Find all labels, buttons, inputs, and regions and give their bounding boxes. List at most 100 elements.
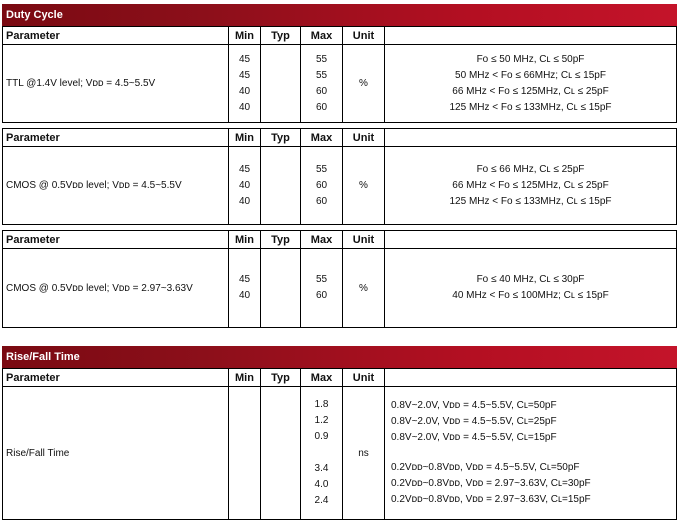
min-cell bbox=[228, 386, 261, 520]
duty-cycle-table: Parameter Min Typ Max Unit CMOS @ 0.5Vᴅᴅ… bbox=[2, 230, 677, 328]
duty-cycle-section-title: Duty Cycle bbox=[2, 4, 677, 26]
rise-fall-table: Parameter Min Typ Max Unit Rise/Fall Tim… bbox=[2, 368, 677, 520]
header-row: Parameter Min Typ Max Unit bbox=[2, 368, 677, 387]
min-value: 40 bbox=[238, 290, 251, 301]
min-value: 40 bbox=[238, 179, 251, 191]
max-value: 60 bbox=[315, 85, 328, 97]
max-value: 60 bbox=[315, 195, 328, 207]
condition: 40 MHz < Fo ≤ 100MHz; Cʟ ≤ 15pF bbox=[452, 290, 609, 301]
header-parameter: Parameter bbox=[2, 128, 229, 147]
header-max: Max bbox=[300, 368, 343, 387]
parameter-cell: CMOS @ 0.5Vᴅᴅ level; Vᴅᴅ = 2.97~3.63V bbox=[2, 248, 229, 328]
header-parameter: Parameter bbox=[2, 230, 229, 249]
condition: Fo ≤ 66 MHz, Cʟ ≤ 25pF bbox=[476, 163, 585, 175]
condition: 0.2Vᴅᴅ~0.8Vᴅᴅ, Vᴅᴅ = 4.5~5.5V, Cʟ=50pF bbox=[391, 462, 580, 473]
min-cell: 45 40 40 bbox=[228, 146, 261, 225]
min-value: 40 bbox=[238, 85, 251, 97]
header-typ: Typ bbox=[260, 368, 301, 387]
min-value: 45 bbox=[238, 274, 251, 285]
max-value: 1.8 bbox=[314, 399, 329, 410]
condition: 0.8V~2.0V, Vᴅᴅ = 4.5~5.5V, Cʟ=15pF bbox=[391, 432, 557, 443]
max-value: 1.2 bbox=[314, 415, 329, 426]
header-conditions bbox=[384, 230, 677, 249]
condition: 66 MHz < Fo ≤ 125MHz, Cʟ ≤ 25pF bbox=[452, 179, 609, 191]
typ-cell bbox=[260, 386, 301, 520]
max-value: 4.0 bbox=[314, 479, 329, 490]
header-row: Parameter Min Typ Max Unit bbox=[2, 230, 677, 249]
header-unit: Unit bbox=[342, 128, 385, 147]
header-min: Min bbox=[228, 230, 261, 249]
max-cell: 55 55 60 60 bbox=[300, 44, 343, 123]
header-typ: Typ bbox=[260, 128, 301, 147]
header-unit: Unit bbox=[342, 230, 385, 249]
unit-cell: % bbox=[342, 248, 385, 328]
max-cell: 55 60 60 bbox=[300, 146, 343, 225]
table-row: Rise/Fall Time 1.8 1.2 0.9 3.4 4.0 2.4 n… bbox=[2, 386, 677, 520]
max-cell: 1.8 1.2 0.9 3.4 4.0 2.4 bbox=[300, 386, 343, 520]
header-unit: Unit bbox=[342, 26, 385, 45]
header-min: Min bbox=[228, 128, 261, 147]
condition: 0.8V~2.0V, Vᴅᴅ = 4.5~5.5V, Cʟ=25pF bbox=[391, 416, 557, 427]
typ-cell bbox=[260, 44, 301, 123]
min-cell: 45 40 bbox=[228, 248, 261, 328]
header-typ: Typ bbox=[260, 230, 301, 249]
max-value: 55 bbox=[315, 53, 328, 65]
max-value: 55 bbox=[315, 163, 328, 175]
parameter-cell: TTL @1.4V level; Vᴅᴅ = 4.5~5.5V bbox=[2, 44, 229, 123]
table-row: CMOS @ 0.5Vᴅᴅ level; Vᴅᴅ = 2.97~3.63V 45… bbox=[2, 248, 677, 328]
min-value: 45 bbox=[238, 69, 251, 81]
conditions-cell: Fo ≤ 40 MHz, Cʟ ≤ 30pF 40 MHz < Fo ≤ 100M… bbox=[384, 248, 677, 328]
max-value: 55 bbox=[315, 274, 328, 285]
max-value: 60 bbox=[315, 290, 328, 301]
max-value: 60 bbox=[315, 101, 328, 113]
duty-cycle-table: Parameter Min Typ Max Unit TTL @1.4V lev… bbox=[2, 26, 677, 123]
header-parameter: Parameter bbox=[2, 368, 229, 387]
max-value: 0.9 bbox=[314, 431, 329, 442]
typ-cell bbox=[260, 248, 301, 328]
condition: 0.8V~2.0V, Vᴅᴅ = 4.5~5.5V, Cʟ=50pF bbox=[391, 400, 557, 411]
condition: 66 MHz < Fo ≤ 125MHz, Cʟ ≤ 25pF bbox=[452, 85, 609, 97]
conditions-cell: 0.8V~2.0V, Vᴅᴅ = 4.5~5.5V, Cʟ=50pF 0.8V~… bbox=[384, 386, 677, 520]
header-typ: Typ bbox=[260, 26, 301, 45]
max-value: 60 bbox=[315, 179, 328, 191]
header-conditions bbox=[384, 26, 677, 45]
conditions-cell: Fo ≤ 66 MHz, Cʟ ≤ 25pF 66 MHz < Fo ≤ 125M… bbox=[384, 146, 677, 225]
header-row: Parameter Min Typ Max Unit bbox=[2, 26, 677, 45]
conditions-cell: Fo ≤ 50 MHz, Cʟ ≤ 50pF 50 MHz < Fo ≤ 66MH… bbox=[384, 44, 677, 123]
unit-cell: % bbox=[342, 44, 385, 123]
typ-cell bbox=[260, 146, 301, 225]
header-conditions bbox=[384, 368, 677, 387]
condition: Fo ≤ 50 MHz, Cʟ ≤ 50pF bbox=[476, 53, 585, 65]
max-cell: 55 60 bbox=[300, 248, 343, 328]
condition: 125 MHz < Fo ≤ 133MHz, Cʟ ≤ 15pF bbox=[449, 195, 612, 207]
rise-fall-section-title: Rise/Fall Time bbox=[2, 346, 677, 368]
header-row: Parameter Min Typ Max Unit bbox=[2, 128, 677, 147]
unit-cell: ns bbox=[342, 386, 385, 520]
parameter-cell: CMOS @ 0.5Vᴅᴅ level; Vᴅᴅ = 4.5~5.5V bbox=[2, 146, 229, 225]
min-value: 40 bbox=[238, 101, 251, 113]
header-max: Max bbox=[300, 230, 343, 249]
header-min: Min bbox=[228, 368, 261, 387]
header-min: Min bbox=[228, 26, 261, 45]
header-unit: Unit bbox=[342, 368, 385, 387]
header-max: Max bbox=[300, 26, 343, 45]
max-value: 3.4 bbox=[314, 463, 329, 474]
table-row: CMOS @ 0.5Vᴅᴅ level; Vᴅᴅ = 4.5~5.5V 45 40… bbox=[2, 146, 677, 225]
unit-cell: % bbox=[342, 146, 385, 225]
parameter-cell: Rise/Fall Time bbox=[2, 386, 229, 520]
condition: 0.2Vᴅᴅ~0.8Vᴅᴅ, Vᴅᴅ = 2.97~3.63V, Cʟ=15pF bbox=[391, 494, 591, 505]
header-parameter: Parameter bbox=[2, 26, 229, 45]
min-value: 45 bbox=[238, 53, 251, 65]
header-max: Max bbox=[300, 128, 343, 147]
duty-cycle-table: Parameter Min Typ Max Unit CMOS @ 0.5Vᴅᴅ… bbox=[2, 128, 677, 225]
condition: 0.2Vᴅᴅ~0.8Vᴅᴅ, Vᴅᴅ = 2.97~3.63V, Cʟ=30pF bbox=[391, 478, 591, 489]
header-conditions bbox=[384, 128, 677, 147]
min-value: 45 bbox=[238, 163, 251, 175]
table-row: TTL @1.4V level; Vᴅᴅ = 4.5~5.5V 45 45 40 40… bbox=[2, 44, 677, 123]
min-cell: 45 45 40 40 bbox=[228, 44, 261, 123]
condition: Fo ≤ 40 MHz, Cʟ ≤ 30pF bbox=[476, 274, 585, 285]
condition: 50 MHz < Fo ≤ 66MHz; Cʟ ≤ 15pF bbox=[455, 69, 606, 81]
condition: 125 MHz < Fo ≤ 133MHz, Cʟ ≤ 15pF bbox=[449, 101, 612, 113]
max-value: 55 bbox=[315, 69, 328, 81]
max-value: 2.4 bbox=[314, 495, 329, 506]
